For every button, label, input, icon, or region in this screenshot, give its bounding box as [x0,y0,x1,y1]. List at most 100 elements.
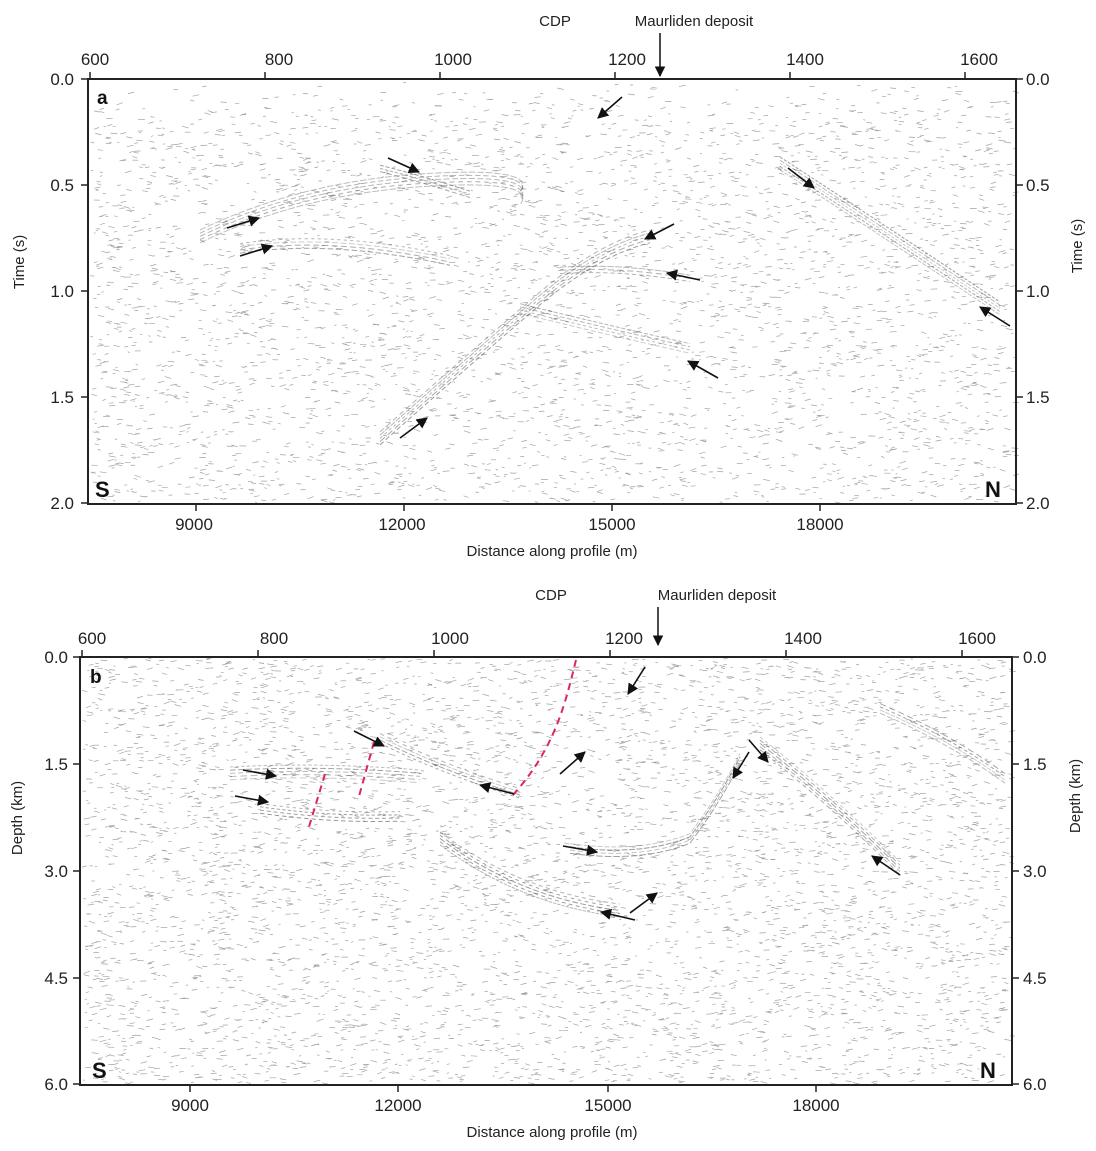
fault-line [307,773,326,831]
panel-b-north-label: N [980,1058,996,1083]
panel-b-left-tick: 3.0 [44,862,68,881]
panel-b-right-tick: 4.5 [1023,969,1047,988]
reflection-arrow [597,96,623,119]
panel-a-reflections [199,156,1001,446]
reflection-arrow [478,782,515,795]
panel-a-cdp-tick: 1200 [608,50,646,69]
reflection-arrow [732,751,750,779]
panel-a-cdp-tick: 1600 [960,50,998,69]
fault-line [357,741,375,801]
panel-b-distance-tick: 15000 [584,1096,631,1115]
panel-a-noise [90,82,1020,504]
panel-a-cdp-tick: 1000 [434,50,472,69]
panel-b-letter: b [90,667,102,688]
panel-a-cdp-tick: 1400 [786,50,824,69]
panel-a-cdp-axis [89,72,966,79]
reflection-arrow [387,157,421,173]
panel-a-right-tick: 1.5 [1026,388,1050,407]
reflection-arrow [559,751,586,775]
panel-b-cdp-tick: 1000 [431,629,469,648]
panel-a-distance-tick: 15000 [588,515,635,534]
panel-a-distance-tick: 9000 [175,515,213,534]
panel-a-right-axis-title: Time (s) [1069,219,1086,273]
panel-a-cdp-tick: 800 [265,50,293,69]
panel-b-right-axis [1012,656,1019,1085]
panel-b-cdp-tick: 1200 [605,629,643,648]
panel-b-cdp-axis [81,650,963,657]
reflection-arrow [399,417,428,439]
panel-b: 600 800 1000 1200 1400 1600 CDP Maurlide… [9,587,1084,1141]
panel-a-left-axis-title: Time (s) [11,235,28,289]
reflection-arrow [242,768,278,780]
reflection-arrow [748,739,769,763]
panel-b-frame [79,656,1013,1086]
reflection-arrow [239,243,274,257]
panel-a-distance-tick: 12000 [378,515,425,534]
reflection-arrow [562,844,599,856]
panel-a-distance-tick: 18000 [796,515,843,534]
reflection-arrow [353,730,386,747]
panel-b-cdp-tick: 1600 [958,629,996,648]
reflection-arrow [871,855,901,876]
reflection-arrow [687,360,719,379]
panel-a-south-label: S [95,477,110,502]
panel-b-distance-tick: 9000 [171,1096,209,1115]
panel-b-left-tick: 0.0 [44,648,68,667]
panel-b-distance-axis [189,1085,817,1092]
panel-a-left-tick: 2.0 [50,494,74,513]
reflection-arrow [644,223,675,240]
panel-b-right-axis-title: Depth (km) [1067,759,1084,833]
panel-a-right-tick: 0.5 [1026,176,1050,195]
panel-b-left-axis [73,656,80,1085]
reflection-arrow [629,892,658,914]
reflection-arrow [665,269,701,281]
reflection-arrow [627,666,646,695]
panel-b-deposit-label: Maurliden deposit [658,587,777,604]
panel-a-deposit-label: Maurliden deposit [635,13,754,30]
panel-b-distance-tick: 18000 [792,1096,839,1115]
panel-b-interpretation-arrows [234,666,901,921]
panel-b-right-tick: 0.0 [1023,648,1047,667]
panel-b-left-tick: 1.5 [44,755,68,774]
reflection-arrow [226,215,261,229]
panel-a-distance-axis-title: Distance along profile (m) [467,543,638,560]
panel-b-left-axis-title: Depth (km) [9,781,26,855]
panel-a-right-axis [1016,78,1023,504]
panel-a-right-tick: 1.0 [1026,282,1050,301]
panel-b-left-tick: 6.0 [44,1075,68,1094]
panel-b-distance-tick: 12000 [374,1096,421,1115]
panel-a-cdp-label: CDP [539,13,571,30]
panel-a: 600 800 1000 1200 1400 1600 CDP Maurlide… [11,13,1086,560]
panel-b-faults [307,659,577,831]
fault-line [511,659,577,797]
panel-b-right-tick: 1.5 [1023,755,1047,774]
panel-b-right-tick: 3.0 [1023,862,1047,881]
panel-b-distance-axis-title: Distance along profile (m) [467,1124,638,1141]
panel-b-cdp-tick: 600 [78,629,106,648]
panel-a-left-tick: 1.0 [50,282,74,301]
panel-a-left-tick: 0.0 [50,70,74,89]
panel-a-left-axis [81,78,88,504]
panel-a-right-tick: 0.0 [1026,70,1050,89]
panel-b-cdp-tick: 1400 [784,629,822,648]
panel-b-reflections [229,703,1006,918]
panel-b-cdp-tick: 800 [260,629,288,648]
panel-a-cdp-tick: 600 [81,50,109,69]
panel-a-distance-axis [195,504,821,511]
panel-a-left-tick: 1.5 [50,388,74,407]
reflection-arrow [599,908,636,921]
reflection-arrow [234,794,270,806]
panel-b-noise [81,657,1016,1085]
panel-a-north-label: N [985,477,1001,502]
panel-b-left-tick: 4.5 [44,969,68,988]
panel-a-left-tick: 0.5 [50,176,74,195]
panel-b-south-label: S [92,1058,107,1083]
panel-a-letter: a [97,88,108,109]
panel-b-cdp-label: CDP [535,587,567,604]
reflection-arrow [979,306,1011,327]
panel-a-interpretation-arrows [226,96,1011,439]
panel-a-right-tick: 2.0 [1026,494,1050,513]
reflection-arrow [787,167,815,189]
panel-b-right-tick: 6.0 [1023,1075,1047,1094]
